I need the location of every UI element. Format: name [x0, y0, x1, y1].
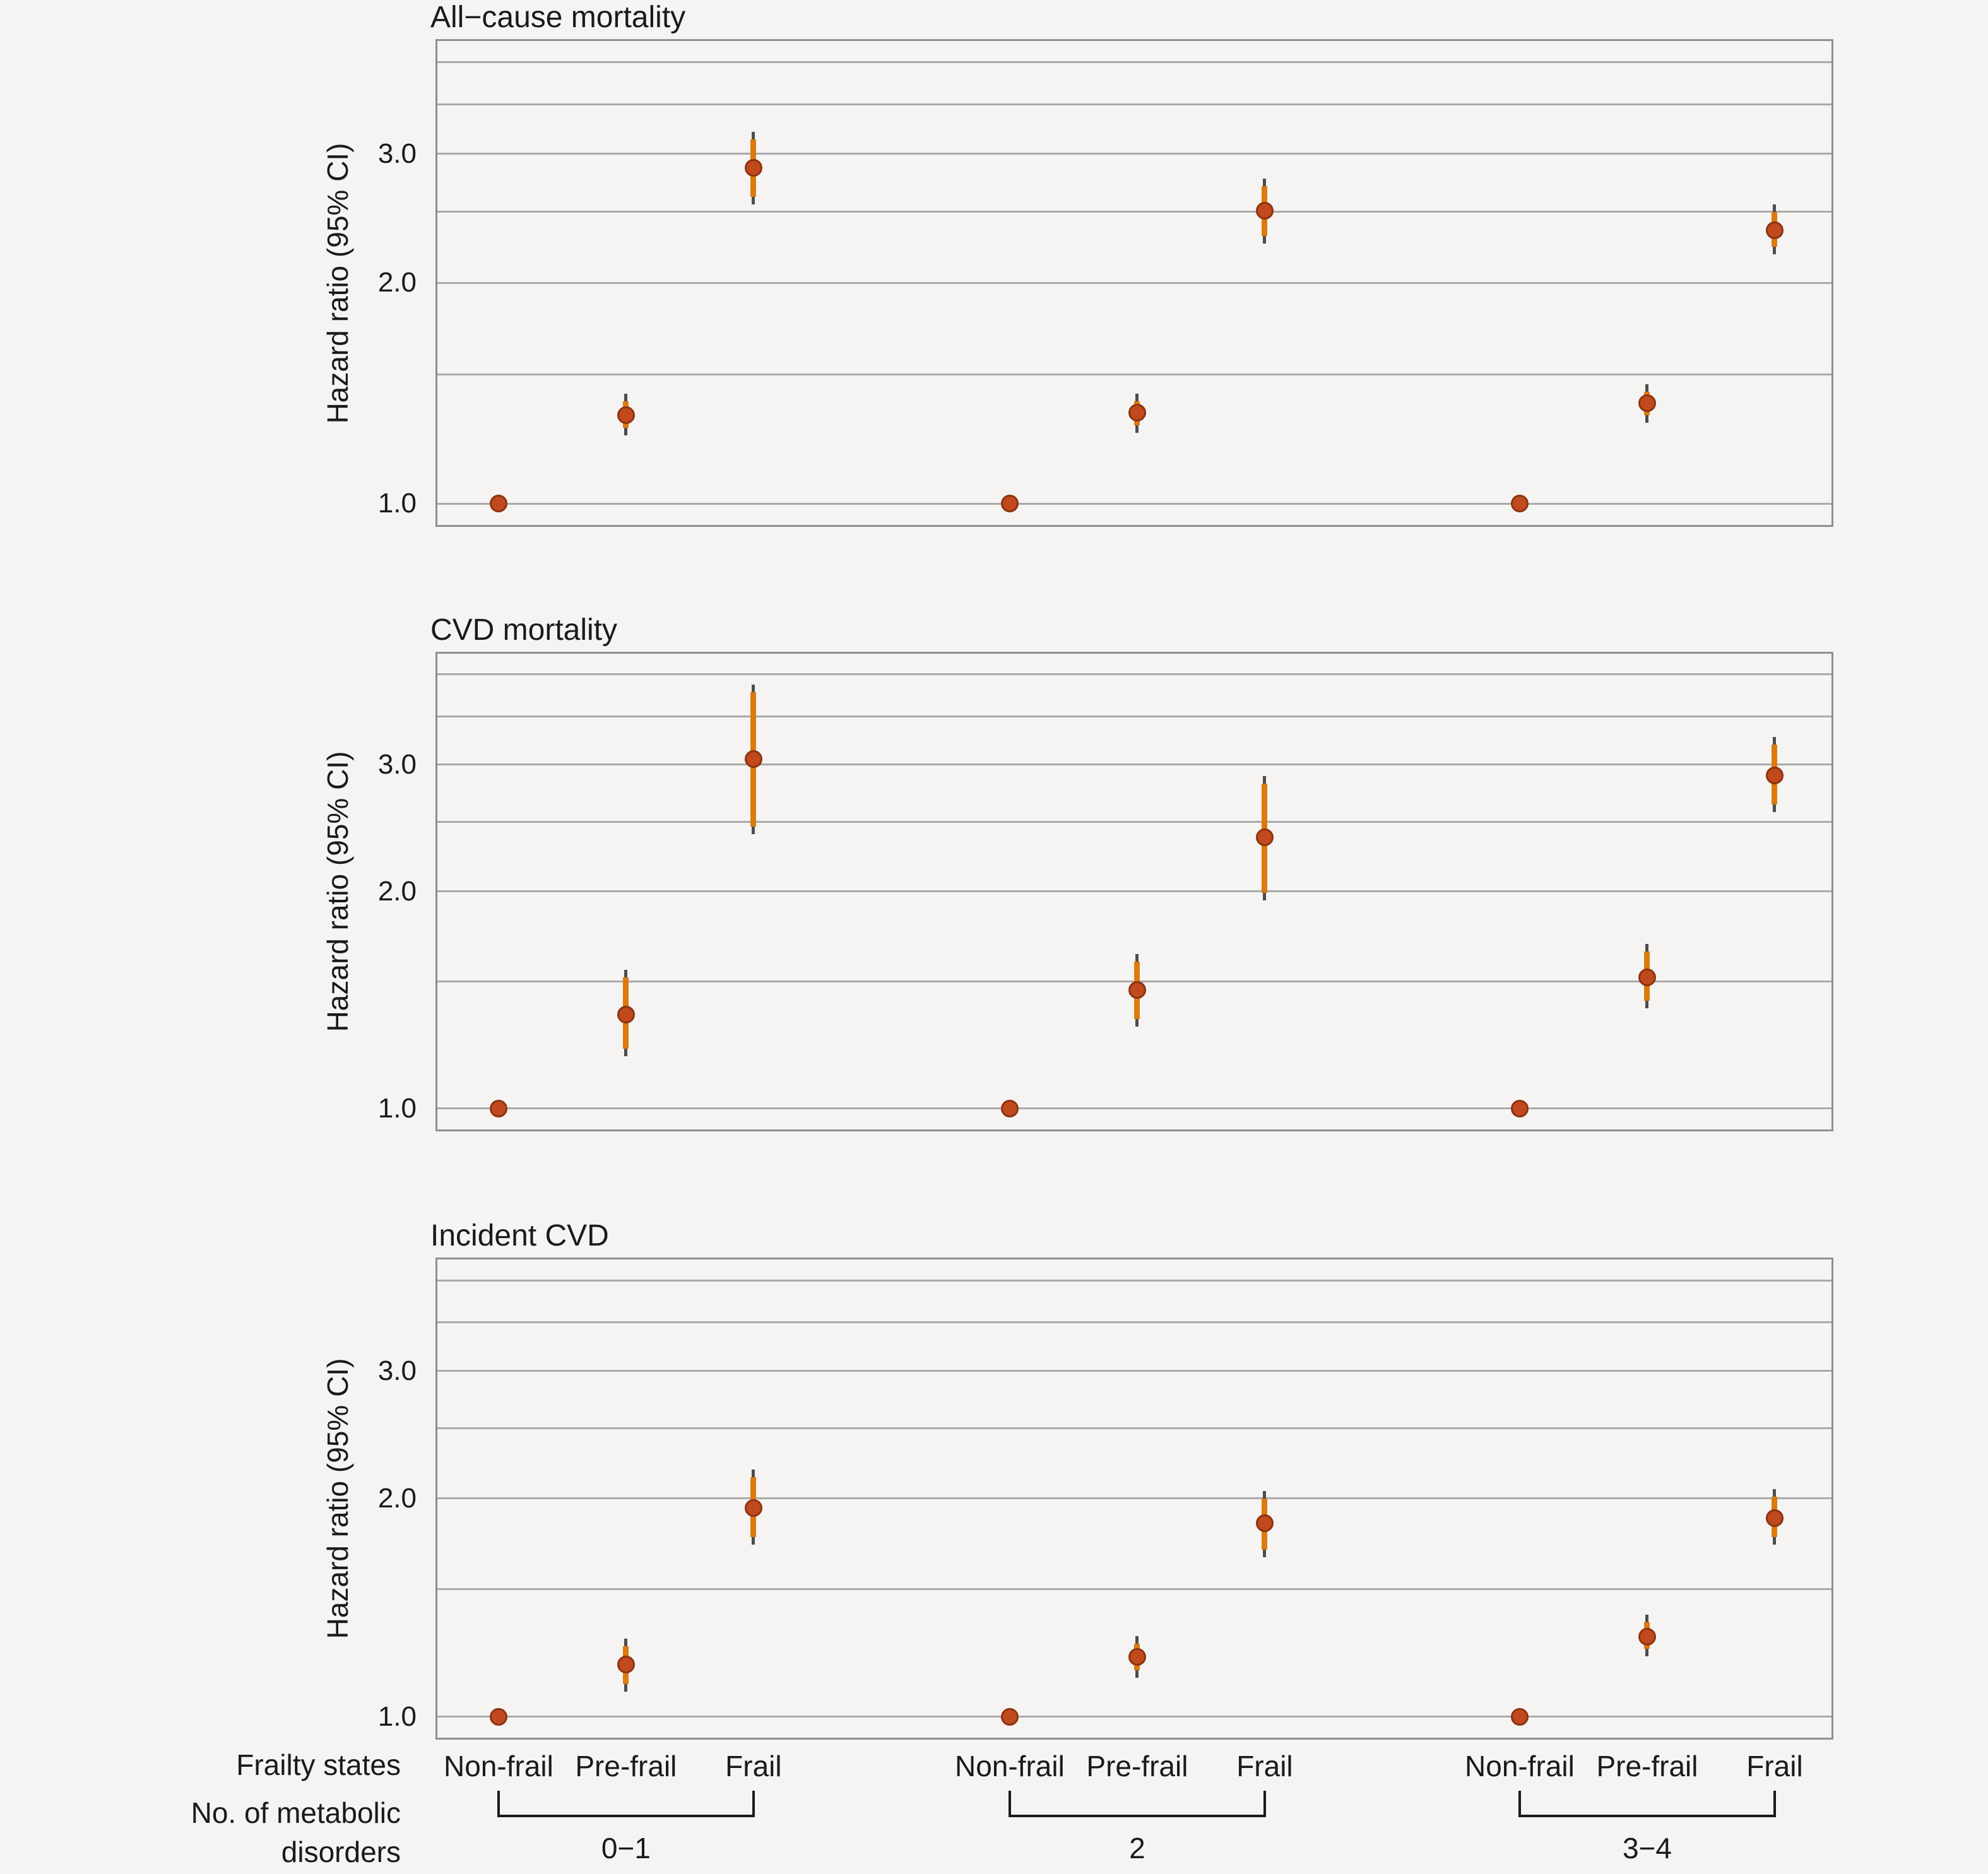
x-state-label: Frail	[1746, 1750, 1803, 1783]
y-axis-title: Hazard ratio (95% CI)	[321, 751, 354, 1032]
y-tick-label: 3.0	[377, 1355, 417, 1386]
point-dot	[744, 1499, 762, 1517]
y-gridline	[435, 673, 1833, 676]
x-axis-row1-label: Frailty states	[236, 1748, 401, 1781]
x-state-label: Non-frail	[443, 1750, 553, 1783]
y-tick-label: 3.0	[377, 138, 417, 169]
point-dot	[1255, 828, 1274, 846]
point-dot	[1128, 981, 1146, 999]
point-dot	[1000, 1707, 1019, 1726]
y-gridline	[435, 820, 1833, 823]
point-dot	[1128, 404, 1146, 422]
bracket-right-tick	[1773, 1791, 1776, 1815]
point-dot	[1255, 1514, 1274, 1532]
y-gridline	[435, 715, 1833, 717]
point-dot	[617, 406, 635, 425]
bracket-line	[1008, 1815, 1266, 1817]
x-state-label: Pre-frail	[575, 1750, 677, 1783]
y-gridline	[435, 1427, 1833, 1430]
panel-border	[435, 1258, 1833, 1740]
point-dot	[1510, 495, 1529, 513]
y-gridline	[435, 1279, 1833, 1282]
point-dot	[1638, 394, 1656, 413]
point-dot	[1510, 1707, 1529, 1726]
metabolic-group-label: 3−4	[1622, 1832, 1672, 1865]
point-dot	[489, 495, 507, 513]
y-axis-title: Hazard ratio (95% CI)	[321, 143, 354, 423]
x-axis-row2-label-line2: disorders	[281, 1836, 401, 1868]
panel-title: Incident CVD	[430, 1219, 609, 1252]
y-axis-title: Hazard ratio (95% CI)	[321, 1358, 354, 1639]
metabolic-group-label: 2	[1129, 1832, 1145, 1865]
point-dot	[1765, 1509, 1784, 1527]
x-state-label: Pre-frail	[1086, 1750, 1188, 1783]
y-tick-label: 3.0	[377, 748, 417, 780]
x-state-label: Pre-frail	[1596, 1750, 1698, 1783]
y-tick-label: 2.0	[377, 1482, 417, 1514]
y-tick-label: 1.0	[377, 1700, 417, 1732]
point-dot	[489, 1099, 507, 1117]
y-tick-label: 2.0	[377, 875, 417, 907]
point-dot	[1128, 1647, 1146, 1666]
y-gridline	[435, 211, 1833, 213]
point-dot	[1638, 969, 1656, 987]
y-tick-label: 1.0	[377, 488, 417, 519]
y-gridline	[435, 1716, 1833, 1718]
y-gridline	[435, 1497, 1833, 1500]
bracket-left-tick	[1518, 1791, 1521, 1815]
y-gridline	[435, 1588, 1833, 1590]
panel-border	[435, 652, 1833, 1131]
y-gridline	[435, 153, 1833, 155]
point-dot	[744, 159, 762, 177]
point-dot	[617, 1006, 635, 1024]
panel-title: CVD mortality	[430, 613, 618, 647]
y-tick-label: 1.0	[377, 1092, 417, 1124]
bracket-line	[1518, 1815, 1776, 1817]
x-state-label: Non-frail	[1465, 1750, 1575, 1783]
y-tick-label: 2.0	[377, 267, 417, 298]
x-state-label: Frail	[725, 1750, 782, 1783]
point-dot	[489, 1707, 507, 1726]
x-state-label: Non-frail	[955, 1750, 1065, 1783]
bracket-line	[497, 1815, 755, 1817]
bracket-left-tick	[497, 1791, 500, 1815]
y-gridline	[435, 763, 1833, 766]
metabolic-group-label: 0−1	[601, 1832, 651, 1865]
y-gridline	[435, 1107, 1833, 1110]
y-gridline	[435, 890, 1833, 893]
point-dot	[1765, 766, 1784, 784]
point-dot	[1510, 1099, 1529, 1117]
y-gridline	[435, 103, 1833, 106]
y-gridline	[435, 374, 1833, 376]
x-axis-row2-label-line1: No. of metabolic	[191, 1796, 401, 1829]
point-dot	[1000, 495, 1019, 513]
point-dot	[1000, 1099, 1019, 1117]
y-gridline	[435, 61, 1833, 63]
y-gridline	[435, 1321, 1833, 1324]
point-dot	[617, 1656, 635, 1674]
y-gridline	[435, 502, 1833, 505]
panel-title: All−cause mortality	[430, 1, 686, 34]
point-dot	[1765, 221, 1784, 239]
point-dot	[744, 750, 762, 769]
x-state-label: Frail	[1236, 1750, 1293, 1783]
bracket-left-tick	[1008, 1791, 1011, 1815]
bracket-right-tick	[752, 1791, 755, 1815]
bracket-right-tick	[1263, 1791, 1266, 1815]
y-gridline	[435, 281, 1833, 284]
point-dot	[1255, 201, 1274, 220]
panel-border	[435, 39, 1833, 527]
point-dot	[1638, 1627, 1656, 1646]
y-gridline	[435, 1370, 1833, 1372]
